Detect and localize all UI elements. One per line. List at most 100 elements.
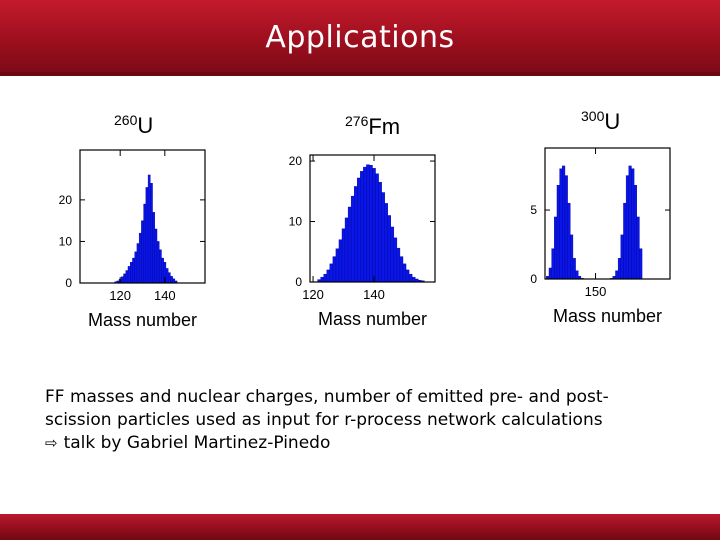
histogram-bar xyxy=(562,165,566,280)
histogram-bar xyxy=(363,166,367,283)
histogram-bar xyxy=(631,168,635,280)
histogram-bar xyxy=(341,228,346,283)
caption-line-2: scission particles used as input for r-p… xyxy=(45,410,603,430)
histogram-bar xyxy=(329,263,334,283)
histogram-bar xyxy=(127,266,131,284)
histogram-bar xyxy=(145,187,149,284)
histogram-bar xyxy=(372,168,376,283)
plot-frame xyxy=(544,147,671,280)
histogram-bar xyxy=(320,276,324,283)
histogram-bar xyxy=(570,234,574,280)
histogram-bar xyxy=(347,206,352,283)
x-tick-label: 150 xyxy=(585,284,607,299)
histogram-bar xyxy=(357,177,361,283)
histogram-bar xyxy=(138,232,142,284)
arrow-right-icon: ⇨ xyxy=(45,434,58,452)
histogram-bar xyxy=(393,237,398,283)
histogram-bar xyxy=(639,248,643,280)
histogram-bar xyxy=(396,247,401,283)
nucleus-label-fm276: 276Fm xyxy=(345,113,400,140)
histogram-bar xyxy=(402,263,407,283)
histogram-bar xyxy=(375,173,379,283)
histogram-bar xyxy=(143,203,147,284)
histogram-bar xyxy=(165,268,169,284)
histogram-bar xyxy=(147,174,151,284)
x-tick-label: 140 xyxy=(154,288,176,303)
histogram-bar xyxy=(556,185,560,280)
histogram-bar xyxy=(617,258,621,280)
histogram-bar xyxy=(369,165,373,283)
histogram-bar xyxy=(405,269,410,283)
histogram-bar xyxy=(567,202,571,280)
histogram-bar xyxy=(344,217,349,283)
histogram-bar xyxy=(366,164,370,283)
histogram-bar xyxy=(350,195,355,283)
x-tick-label: 140 xyxy=(363,287,385,302)
y-tick-label: 0 xyxy=(530,272,537,286)
caption-line-3: ⇨ talk by Gabriel Martinez-Pinedo xyxy=(45,432,685,455)
histogram-bar xyxy=(132,257,135,284)
histogram-bar xyxy=(551,248,555,280)
plot-frame xyxy=(309,154,436,283)
histogram-bar xyxy=(121,276,124,284)
caption-line-3-text: talk by Gabriel Martinez-Pinedo xyxy=(63,433,331,453)
histogram-bar xyxy=(378,182,382,283)
histogram-bar xyxy=(575,270,579,280)
histogram-bar xyxy=(623,202,627,280)
x-axis-label: Mass number xyxy=(553,306,662,326)
histogram-bar xyxy=(150,183,153,284)
element-symbol: U xyxy=(137,113,154,138)
y-tick-label: 5 xyxy=(530,203,537,217)
histogram-bar xyxy=(572,258,576,280)
histogram-bar xyxy=(338,239,343,283)
histogram-bar xyxy=(411,276,416,283)
histogram-bar xyxy=(152,212,155,284)
page-title: Applications xyxy=(265,20,455,55)
histogram-bar xyxy=(354,186,358,283)
histogram-bar xyxy=(170,276,173,284)
element-symbol: Fm xyxy=(368,114,401,139)
histogram-bar xyxy=(326,269,331,283)
histogram-bar xyxy=(628,165,632,280)
mass-number: 276 xyxy=(345,113,369,129)
histogram-bar xyxy=(123,273,126,284)
y-tick-label: 20 xyxy=(59,193,73,207)
histogram-bar xyxy=(332,256,337,283)
histogram-bar xyxy=(399,256,404,283)
histogram-bar xyxy=(360,171,364,283)
title-bar: Applications xyxy=(0,0,720,76)
y-tick-label: 20 xyxy=(289,154,303,168)
histogram-bar xyxy=(141,220,144,284)
x-axis-label: Mass number xyxy=(318,309,427,329)
y-tick-label: 0 xyxy=(295,275,302,289)
histogram-bar xyxy=(633,185,637,280)
footer-bar xyxy=(0,514,720,540)
histogram-bar xyxy=(159,249,162,284)
nucleus-label-u260: 260U xyxy=(114,112,153,139)
chart-u260: 0 10 20 120 140 Mass number xyxy=(59,149,206,330)
histogram-bar xyxy=(390,226,395,283)
x-axis-label: Mass number xyxy=(88,310,197,330)
x-tick-label: 120 xyxy=(109,288,131,303)
histogram-bar xyxy=(625,175,629,280)
plot-frame xyxy=(79,149,206,284)
histogram-bar xyxy=(554,216,558,280)
y-tick-label: 10 xyxy=(289,215,303,229)
chart-u300: 0 5 150 Mass number xyxy=(530,147,671,326)
histogram-bar xyxy=(130,262,133,284)
histogram-bar xyxy=(408,273,413,283)
histogram-bar xyxy=(335,248,340,283)
histogram-bar xyxy=(167,272,171,284)
element-symbol: U xyxy=(604,109,621,134)
mass-number: 300 xyxy=(581,108,605,124)
histogram-bar xyxy=(548,267,552,280)
caption-line-1: FF masses and nuclear charges, number of… xyxy=(45,387,609,407)
y-tick-label: 10 xyxy=(59,234,73,248)
histogram-bar xyxy=(559,168,563,280)
histogram-bar xyxy=(323,273,327,283)
caption: FF masses and nuclear charges, number of… xyxy=(45,386,685,455)
mass-number: 260 xyxy=(114,112,138,128)
histogram-bar xyxy=(125,270,129,284)
histogram-bar xyxy=(636,216,640,280)
x-tick-label: 120 xyxy=(302,287,324,302)
